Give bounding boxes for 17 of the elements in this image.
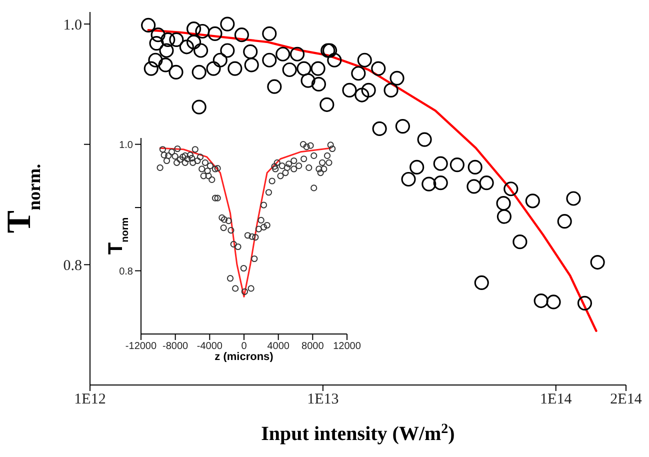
x-tick-label: 12000 <box>333 341 362 352</box>
x-tick-label: -8000 <box>162 341 189 352</box>
x-tick-label: 0 <box>241 341 248 352</box>
x-tick-label: 2E14 <box>610 392 642 408</box>
x-tick-label: 8000 <box>302 341 324 352</box>
x-tick-label: -4000 <box>196 341 223 352</box>
x-tick-label: 4000 <box>267 341 290 352</box>
x-tick-label: 1E14 <box>540 392 572 408</box>
y-tick-label: 1.0 <box>63 17 82 34</box>
x-axis-title: z (microns) <box>214 351 274 363</box>
x-tick-label: 1E13 <box>307 392 339 408</box>
x-tick-label: 1E12 <box>74 392 106 408</box>
x-axis-title: Input intensity (W/m$^{2}$) <box>261 422 455 445</box>
y-tick-label: 0.8 <box>63 258 82 274</box>
x-tick-label: -12000 <box>125 341 158 352</box>
y-tick-label: 0.8 <box>119 266 134 278</box>
y-tick-label: 1.0 <box>119 140 134 151</box>
